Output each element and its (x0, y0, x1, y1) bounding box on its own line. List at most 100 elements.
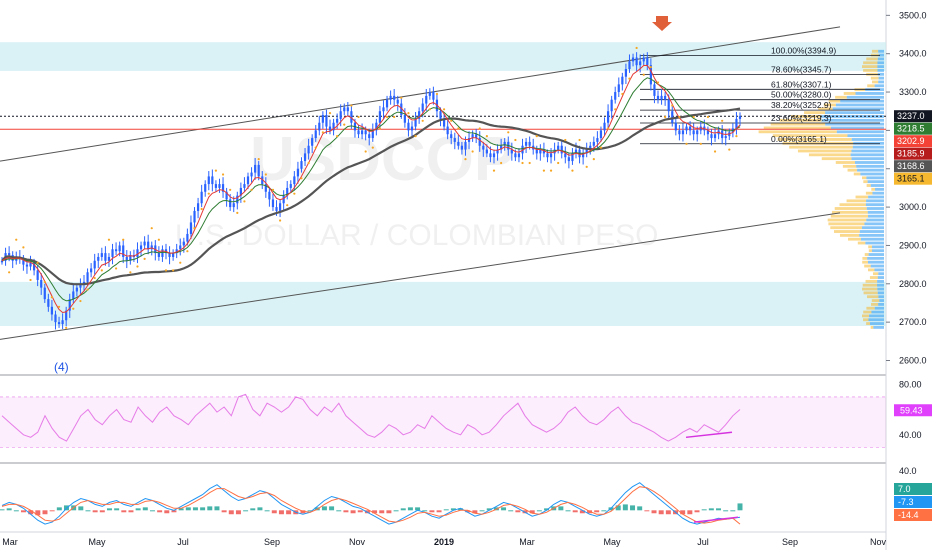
candle (631, 57, 635, 62)
candle (189, 222, 193, 234)
volume-profile-bar (867, 260, 884, 264)
candle (699, 126, 702, 131)
psar-dot (678, 115, 681, 119)
candle (503, 141, 506, 146)
macd-histogram-bar (687, 510, 693, 515)
volume-profile-bar (808, 153, 851, 157)
macd-histogram-bar (479, 510, 485, 512)
candle (125, 256, 128, 261)
support-zone (0, 281, 886, 326)
psar-dot (514, 138, 517, 142)
psar-dot (328, 112, 332, 115)
macd-histogram-bar (243, 510, 249, 512)
psar-dot (378, 127, 382, 130)
down-arrow-icon (652, 16, 672, 31)
candle (446, 126, 449, 135)
macd-histogram-bar (278, 510, 284, 515)
psar-dot (79, 299, 82, 303)
volume-profile-bar (782, 141, 854, 145)
candle (257, 164, 260, 177)
volume-profile-bar (869, 276, 878, 279)
rsi-divergence-line (685, 431, 733, 438)
candle (646, 57, 649, 66)
candle (606, 111, 610, 123)
psar-dot (385, 115, 389, 119)
candle (549, 153, 553, 158)
candle (239, 187, 242, 196)
psar-dot (706, 115, 710, 119)
volume-profile-bar (834, 207, 867, 210)
volume-profile-bar (789, 145, 853, 149)
macd-histogram-bar (658, 510, 664, 515)
candle (97, 256, 100, 261)
macd-histogram-bar (336, 510, 342, 512)
candle (735, 118, 738, 129)
macd-histogram-bar (630, 505, 636, 511)
psar-dot (685, 142, 688, 145)
macd-histogram-bar (214, 506, 220, 511)
psar-dot (343, 123, 346, 126)
volume-profile-bar (874, 268, 884, 272)
price-badge-label: 3202.9 (897, 136, 925, 146)
macd-histogram-bar (501, 507, 507, 511)
volume-profile-bar (834, 230, 860, 233)
macd-histogram-bar (13, 510, 19, 512)
candle (421, 103, 424, 112)
candle (93, 260, 96, 269)
volume-profile-bar (859, 233, 884, 237)
volume-profile-bar (823, 103, 836, 107)
psar-dot (214, 169, 218, 172)
time-tick-label: Mar (519, 537, 535, 547)
psar-dot (8, 271, 11, 274)
macd-histogram-bar (128, 510, 134, 513)
candle (393, 95, 396, 100)
candle (321, 115, 324, 123)
macd-histogram-bar (508, 510, 514, 512)
psar-dot (93, 276, 96, 280)
psar-dot (664, 115, 667, 119)
candle (214, 184, 218, 188)
volume-profile-bar (846, 95, 884, 99)
macd-histogram-bar (350, 510, 356, 514)
volume-profile-bar (790, 115, 822, 118)
price-tick-label: 3300.0 (899, 87, 927, 97)
volume-profile-bar (862, 256, 868, 260)
volume-profile-bar (877, 69, 884, 72)
candle (68, 299, 71, 311)
volume-profile-bar (827, 218, 867, 222)
candle (75, 287, 78, 292)
candle (485, 149, 488, 154)
wave-label: (4) (54, 360, 69, 374)
price-badge-label: 3218.5 (897, 124, 925, 134)
psar-dot (542, 169, 546, 172)
price-badge (894, 160, 932, 173)
volume-profile-bar (867, 210, 884, 214)
macd-histogram-bar (178, 508, 184, 511)
candle (232, 203, 235, 208)
volume-profile-bar (863, 318, 869, 322)
macd-value-badge (894, 509, 932, 521)
candle (457, 141, 460, 146)
candle (439, 111, 442, 119)
psar-dot (193, 227, 196, 230)
macd-histogram-bar (644, 510, 650, 512)
volume-profile-bar (877, 61, 884, 65)
candle (40, 279, 43, 288)
volume-profile-bar (777, 138, 852, 141)
psar-dot (122, 238, 125, 241)
volume-profile-bar (874, 306, 884, 310)
candle (385, 99, 389, 108)
psar-dot (371, 146, 374, 149)
volume-profile-bar (871, 299, 880, 302)
candle (246, 176, 250, 185)
candle (442, 118, 446, 127)
volume-profile-bar (862, 287, 878, 291)
psar-dot (635, 46, 638, 50)
volume-profile-bar (870, 264, 884, 268)
time-tick-label: Nov (870, 537, 887, 547)
macd-histogram-bar (78, 506, 84, 511)
candle (172, 253, 175, 257)
volume-profile-bar (863, 61, 878, 65)
volume-profile-bar (878, 53, 884, 57)
candle (635, 57, 638, 66)
